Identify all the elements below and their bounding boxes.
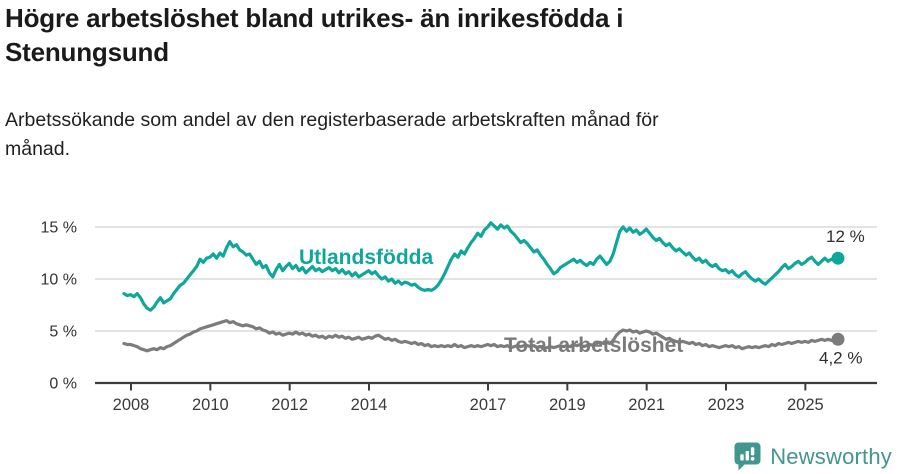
subtitle-line-2: månad. [5,138,71,160]
brand-footer: Newsworthy [734,442,892,471]
x-axis-tick-label: 2008 [113,396,150,414]
utlandsfodda-end-dot [831,251,845,265]
chart-canvas: 15 % 10 % 5 % 0 % 2008 2010 2012 2014 2017 2019 20… [41,220,877,414]
title-line-1: Högre arbetslöshet bland utrikes- än inr… [5,3,624,33]
x-axis-tick-label: 2010 [192,396,229,414]
y-axis-tick-label: 0 % [49,376,77,393]
x-axis-tick-label: 2021 [628,396,665,414]
x-axis-tick-label: 2017 [470,396,507,414]
x-axis-tick-label: 2012 [271,396,308,414]
newsworthy-bubble-chart-icon [734,442,761,471]
y-axis-tick-label: 5 % [49,324,77,341]
y-axis-tick-label: 10 % [41,272,77,289]
subtitle-line-1: Arbetssökande som andel av den registerb… [5,109,659,131]
brand-name: Newsworthy [770,443,892,469]
x-axis-tick-label: 2025 [787,396,824,414]
chart-subtitle: Arbetssökande som andel av den registerb… [5,106,850,164]
utlandsfodda-series-label: Utlandsfödda [299,246,433,269]
x-axis-tick-label: 2019 [549,396,586,414]
utlandsfodda-line [122,221,840,312]
total-end-dot [831,332,845,346]
page-title: Högre arbetslöshet bland utrikes- än inr… [5,1,865,69]
title-line-2: Stenungsund [5,37,169,67]
x-axis-tick-label: 2023 [708,396,745,414]
y-axis-tick-label: 15 % [41,220,77,237]
x-axis-tick-label: 2014 [351,396,388,414]
utlandsfodda-end-value-label: 12 % [826,227,865,246]
line-chart: 15 % 10 % 5 % 0 % 2008 2010 2012 2014 2017 2019 20… [0,190,900,430]
total-end-value-label: 4,2 % [819,349,862,368]
total-line [122,319,840,353]
total-series-label: Total arbetslöshet [504,334,683,357]
